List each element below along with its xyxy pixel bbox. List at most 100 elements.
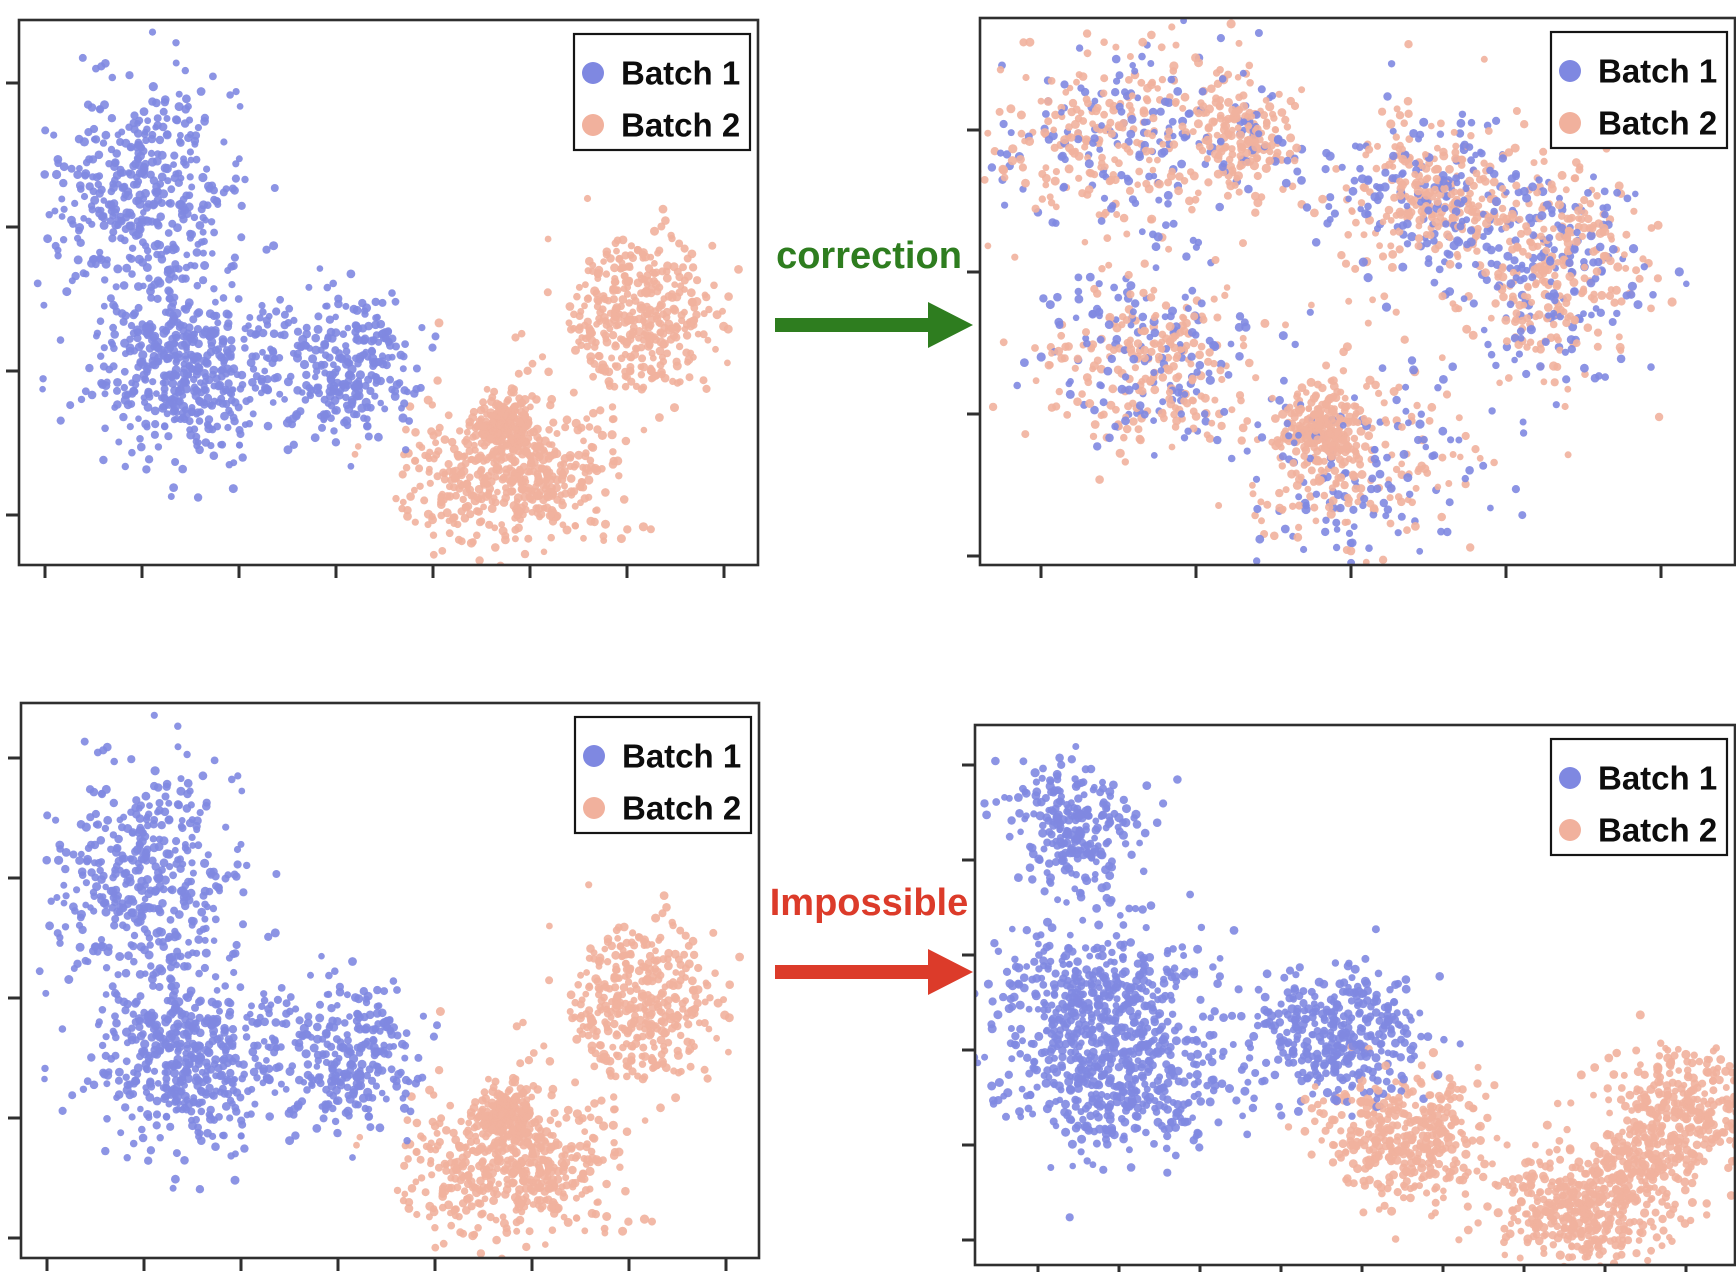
dot-batch1 — [1254, 29, 1263, 37]
dot-batch2 — [540, 548, 548, 556]
dot-batch2 — [1540, 157, 1548, 165]
dot-batch2 — [523, 447, 531, 455]
dot-batch2 — [1208, 419, 1216, 427]
dot-batch1 — [1465, 143, 1474, 151]
dot-batch1 — [226, 999, 235, 1008]
dot-batch1 — [109, 340, 116, 348]
dot-batch2 — [692, 297, 702, 306]
dot-batch1 — [215, 398, 223, 406]
dot-batch2 — [1233, 114, 1241, 123]
dot-batch2 — [645, 340, 654, 349]
dot-batch1 — [258, 1002, 266, 1011]
dot-batch2 — [499, 406, 507, 413]
dot-batch1 — [1067, 378, 1074, 385]
dot-batch2 — [1351, 484, 1360, 493]
dot-batch1 — [1157, 148, 1167, 158]
dot-batch2 — [1157, 43, 1166, 52]
dot-batch1 — [260, 996, 269, 1005]
dot-batch2 — [1385, 160, 1394, 169]
dot-batch2 — [522, 1242, 531, 1252]
dot-batch2 — [1345, 417, 1353, 425]
dot-batch2 — [627, 242, 636, 250]
dot-batch1 — [94, 150, 104, 160]
dot-batch1 — [1345, 529, 1354, 538]
dot-batch2 — [1113, 211, 1121, 218]
dot-batch2 — [1551, 271, 1559, 280]
dot-batch1 — [1445, 498, 1454, 507]
dot-batch1 — [1120, 346, 1129, 355]
dot-batch2 — [701, 998, 709, 1006]
dot-batch1 — [342, 342, 350, 350]
dot-batch1 — [1351, 142, 1359, 150]
dot-batch2 — [625, 276, 634, 285]
dot-batch1 — [1283, 156, 1292, 165]
dot-batch1 — [1633, 300, 1643, 310]
dot-batch2 — [1499, 185, 1507, 193]
dot-batch1 — [183, 251, 191, 259]
dot-batch1 — [1588, 311, 1595, 319]
dot-batch1 — [1556, 194, 1563, 202]
legend-swatch-batch2 — [582, 114, 604, 136]
dot-batch1 — [179, 195, 188, 204]
dot-batch1 — [135, 225, 145, 234]
dot-batch1 — [1278, 452, 1287, 461]
dot-batch2 — [1523, 227, 1532, 236]
dot-batch2 — [655, 413, 664, 422]
dot-batch2 — [476, 451, 485, 460]
dot-batch1 — [280, 310, 289, 319]
dot-batch2 — [639, 317, 647, 324]
dot-batch2 — [1392, 133, 1401, 141]
dot-batch2 — [535, 442, 545, 451]
dot-batch2 — [640, 288, 650, 297]
dot-batch1 — [342, 393, 350, 402]
dot-batch1 — [279, 330, 289, 340]
dot-batch1 — [1383, 505, 1393, 514]
dot-batch2 — [1614, 181, 1624, 191]
dot-batch2 — [602, 247, 612, 256]
dot-batch1 — [1077, 84, 1085, 92]
dot-batch1 — [1492, 116, 1501, 125]
dot-batch1 — [1184, 427, 1192, 435]
dot-batch1 — [352, 354, 360, 363]
dot-batch1 — [1192, 243, 1200, 251]
dot-batch1 — [1254, 421, 1262, 429]
dot-batch1 — [130, 309, 139, 318]
dot-batch1 — [153, 114, 162, 123]
dot-batch2 — [1215, 502, 1223, 509]
dot-batch1 — [1020, 358, 1029, 367]
dot-batch2 — [575, 1013, 585, 1023]
dot-batch2 — [1251, 511, 1259, 520]
dot-batch1 — [237, 233, 246, 242]
dot-batch1 — [133, 325, 142, 335]
dot-batch2 — [1299, 418, 1306, 426]
dot-batch2 — [1581, 263, 1588, 271]
dot-batch1 — [1416, 547, 1424, 555]
dot-batch2 — [1211, 396, 1219, 404]
dot-batch1 — [1281, 178, 1291, 188]
dot-batch1 — [306, 390, 314, 398]
dot-batch1 — [1529, 231, 1538, 240]
dot-batch2 — [1165, 245, 1173, 253]
dot-batch2 — [1174, 186, 1183, 196]
dot-batch2 — [553, 495, 562, 504]
dot-batch1 — [159, 403, 167, 411]
dot-batch2 — [570, 324, 578, 332]
dot-batch1 — [1492, 361, 1500, 370]
dot-batch2 — [449, 483, 458, 492]
dot-batch2 — [544, 367, 553, 377]
dot-batch2 — [1154, 352, 1163, 361]
dot-batch2 — [679, 263, 687, 272]
dot-batch1 — [1640, 263, 1649, 271]
dot-batch1 — [1280, 524, 1290, 534]
dot-batch2 — [1275, 488, 1284, 498]
dot-batch2 — [1350, 434, 1359, 443]
dot-batch2 — [1126, 345, 1136, 354]
dot-batch2 — [1155, 179, 1164, 189]
dot-batch2 — [463, 483, 471, 490]
dot-batch1 — [223, 322, 233, 331]
dot-batch1 — [1332, 518, 1341, 527]
dot-batch2 — [501, 493, 511, 503]
dot-batch1 — [342, 302, 350, 310]
dot-batch2 — [1387, 242, 1395, 250]
dot-batch1 — [1253, 504, 1262, 514]
